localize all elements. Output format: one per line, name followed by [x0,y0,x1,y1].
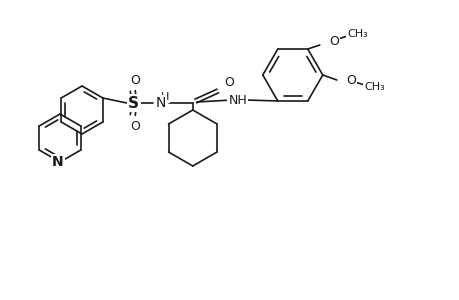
Text: S: S [128,95,139,110]
Text: N: N [155,96,166,110]
Text: CH₃: CH₃ [347,29,367,39]
Text: O: O [129,74,140,86]
Text: H: H [160,92,168,102]
Text: CH₃: CH₃ [364,82,384,92]
Text: O: O [224,76,233,88]
Text: NH: NH [228,94,246,106]
Text: O: O [328,34,338,47]
Text: N: N [52,155,64,169]
Text: O: O [129,119,140,133]
Text: O: O [345,74,355,86]
